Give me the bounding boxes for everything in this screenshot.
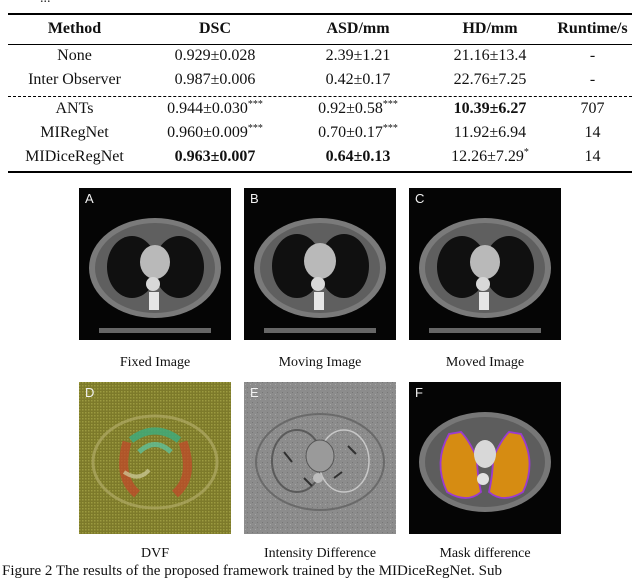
table-row: ANTs 0.944±0.030*** 0.92±0.58*** 10.39±6…: [8, 92, 632, 121]
panel-moving-image: B: [244, 188, 396, 340]
header-method: Method: [47, 20, 102, 37]
mask-difference-image: [409, 382, 561, 534]
panel-letter: F: [415, 385, 423, 400]
cell-hd: 10.39±6.27: [453, 100, 527, 117]
table-bottom-rule: [8, 171, 632, 173]
cell-hd: 11.92±6.94: [453, 124, 527, 141]
table-group-separator: [8, 96, 632, 97]
table-row: Inter Observer 0.987±0.006 0.42±0.17 22.…: [8, 68, 632, 92]
cell-asd: 0.70±0.17***: [318, 123, 398, 142]
panel-mask-difference: F: [409, 382, 561, 534]
table-row: MIRegNet 0.960±0.009*** 0.70±0.17*** 11.…: [8, 121, 632, 145]
panel-letter: B: [250, 191, 259, 206]
cell-asd: 0.92±0.58***: [318, 99, 398, 118]
ct-scan-image: [79, 188, 231, 340]
cell-method: None: [57, 47, 92, 64]
cell-runtime: 14: [584, 124, 601, 141]
cell-dsc: 0.963±0.007: [174, 148, 256, 165]
cell-asd: 0.64±0.13: [325, 148, 391, 165]
header-hd: HD/mm: [462, 20, 518, 37]
table-row: None 0.929±0.028 2.39±1.21 21.16±13.4 -: [8, 44, 632, 68]
intensity-difference-image: [244, 382, 396, 534]
panel-caption: Mask difference: [439, 546, 531, 561]
panel-letter: A: [85, 191, 94, 206]
cell-hd: 22.76±7.25: [453, 71, 527, 88]
cell-runtime: 707: [580, 100, 605, 117]
ct-scan-image: [409, 188, 561, 340]
cell-asd: 2.39±1.21: [325, 47, 391, 64]
panel-moved-image: C: [409, 188, 561, 340]
panel-caption: Intensity Difference: [263, 546, 377, 561]
panel-dvf: D: [79, 382, 231, 534]
cell-runtime: 14: [584, 148, 601, 165]
panel-caption: Moving Image: [278, 355, 362, 370]
cell-dsc: 0.987±0.006: [174, 71, 256, 88]
panel-letter: C: [415, 191, 425, 206]
cell-hd: 12.26±7.29*: [451, 147, 529, 166]
table-header-row: Method DSC ASD/mm HD/mm Runtime/s: [8, 14, 632, 44]
panel-caption: Moved Image: [445, 355, 525, 370]
cell-asd: 0.42±0.17: [325, 71, 391, 88]
table-top-rule: [8, 13, 632, 15]
header-runtime: Runtime/s: [557, 20, 628, 37]
header-asd: ASD/mm: [326, 20, 390, 37]
panel-letter: E: [250, 385, 259, 400]
dvf-image: [79, 382, 231, 534]
cell-method: ANTs: [55, 100, 94, 117]
results-table: Method DSC ASD/mm HD/mm Runtime/s None 0…: [8, 14, 632, 169]
table-header-rule: [8, 44, 632, 45]
panel-intensity-difference: E: [244, 382, 396, 534]
panel-caption: Fixed Image: [119, 355, 191, 370]
cell-runtime: -: [589, 71, 596, 88]
figure-caption: Figure 2 The results of the proposed fra…: [2, 563, 503, 579]
cell-dsc: 0.929±0.028: [174, 47, 256, 64]
cell-dsc: 0.960±0.009***: [167, 123, 263, 142]
cell-method: MIDiceRegNet: [25, 148, 124, 165]
table-row: MIDiceRegNet 0.963±0.007 0.64±0.13 12.26…: [8, 145, 632, 169]
header-dsc: DSC: [198, 20, 231, 37]
clipped-caption-line: ...: [40, 0, 620, 7]
cell-dsc: 0.944±0.030***: [167, 99, 263, 118]
ct-scan-image: [244, 188, 396, 340]
panel-fixed-image: A: [79, 188, 231, 340]
panel-letter: D: [85, 385, 95, 400]
cell-hd: 21.16±13.4: [453, 47, 527, 64]
cell-runtime: -: [589, 47, 596, 64]
cell-method: Inter Observer: [28, 71, 121, 88]
cell-method: MIRegNet: [40, 124, 109, 141]
panel-caption: DVF: [140, 546, 169, 561]
